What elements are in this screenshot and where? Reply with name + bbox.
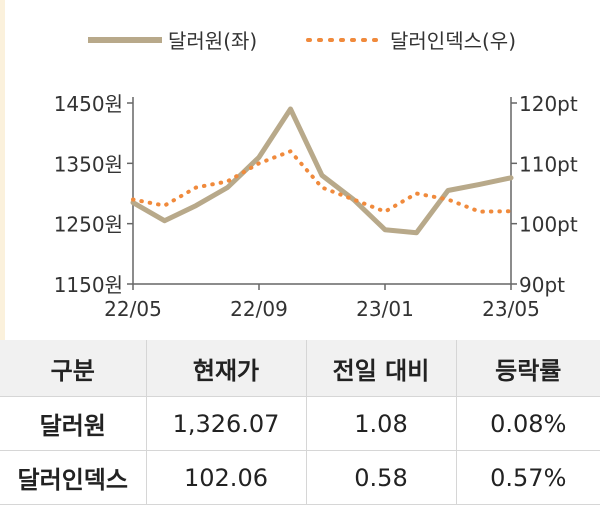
y-right-tick-label: 100pt: [519, 213, 578, 237]
table-header-row: 구분 현재가 전일 대비 등락률: [0, 340, 600, 397]
header-category: 구분: [0, 340, 146, 397]
y-left-tick-label: 1250원: [54, 213, 123, 237]
chart-marks: [133, 109, 511, 233]
chart-area: 달러원(좌) 달러인덱스(우) 1450원 1350원 1250원 1150원 120p…: [0, 0, 600, 340]
header-change-rate: 등락률: [456, 340, 600, 397]
row-name: 달러인덱스: [0, 451, 146, 505]
row-current-price: 102.06: [146, 451, 306, 505]
legend-label-dxy: 달러인덱스(우): [390, 29, 516, 53]
y-right-tick-label: 110pt: [519, 152, 578, 176]
y-left-tick-label: 1450원: [54, 92, 123, 116]
row-change-rate: 0.08%: [456, 397, 600, 451]
row-name: 달러원: [0, 397, 146, 451]
row-change: 1.08: [306, 397, 456, 451]
legend-label-usdkrw: 달러원(좌): [168, 29, 257, 53]
table-row: 달러인덱스 102.06 0.58 0.57%: [0, 451, 600, 505]
series-line-dxy: [133, 151, 511, 211]
row-change: 0.58: [306, 451, 456, 505]
table-row: 달러원 1,326.07 1.08 0.08%: [0, 397, 600, 451]
x-tick-label: 23/01: [356, 297, 414, 321]
y-left-tick-label: 1150원: [54, 273, 123, 297]
row-current-price: 1,326.07: [146, 397, 306, 451]
y-right-tick-label: 120pt: [519, 92, 578, 116]
series-line-usdkrw: [133, 109, 511, 233]
x-tick-label: 23/05: [482, 297, 540, 321]
header-current-price: 현재가: [146, 340, 306, 397]
quote-table: 구분 현재가 전일 대비 등락률 달러원 1,326.07 1.08 0.08%…: [0, 340, 600, 505]
y-left-tick-label: 1350원: [54, 152, 123, 176]
y-right-tick-label: 90pt: [519, 273, 565, 297]
row-change-rate: 0.57%: [456, 451, 600, 505]
legend: 달러원(좌) 달러인덱스(우): [88, 29, 516, 53]
x-tick-label: 22/05: [104, 297, 162, 321]
line-chart: 달러원(좌) 달러인덱스(우) 1450원 1350원 1250원 1150원 120p…: [0, 0, 600, 340]
axes: 1450원1350원1250원1150원120pt110pt100pt90pt2…: [54, 92, 578, 321]
x-tick-label: 22/09: [230, 297, 288, 321]
header-change: 전일 대비: [306, 340, 456, 397]
